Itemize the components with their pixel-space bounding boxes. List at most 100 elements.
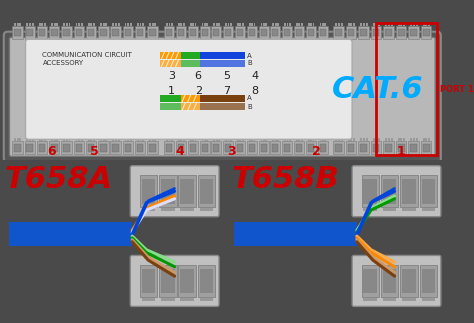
Text: 6: 6 — [47, 145, 56, 158]
Bar — [166, 23, 168, 26]
Bar — [373, 29, 380, 36]
Bar — [142, 23, 144, 26]
Bar — [207, 138, 208, 141]
Bar — [198, 265, 215, 297]
Bar — [318, 141, 328, 154]
Bar — [98, 141, 109, 154]
Bar — [247, 141, 257, 154]
Bar — [284, 23, 286, 26]
Bar — [178, 23, 180, 26]
Bar — [27, 144, 33, 151]
Bar — [9, 223, 132, 246]
Bar — [383, 141, 394, 154]
Bar — [75, 23, 77, 26]
Bar — [401, 23, 402, 26]
Bar — [263, 23, 265, 26]
Bar — [319, 138, 321, 141]
Bar — [200, 269, 213, 293]
Bar — [213, 29, 219, 36]
Bar — [63, 29, 70, 36]
Bar — [358, 141, 369, 154]
Bar — [400, 265, 418, 297]
Bar — [123, 141, 133, 154]
Bar — [273, 29, 279, 36]
Bar — [200, 103, 246, 110]
Bar — [0, 160, 447, 314]
Bar — [319, 29, 326, 36]
Bar — [376, 23, 437, 155]
Bar — [428, 138, 430, 141]
Bar — [350, 138, 352, 141]
Bar — [81, 138, 82, 141]
Bar — [421, 141, 431, 154]
Bar — [49, 141, 59, 154]
Text: T658A: T658A — [5, 165, 113, 194]
Bar — [200, 208, 213, 211]
Bar — [259, 26, 269, 39]
Bar — [365, 138, 367, 141]
Bar — [254, 138, 255, 141]
Bar — [161, 103, 181, 110]
Bar — [289, 23, 291, 26]
Bar — [115, 23, 117, 26]
Bar — [378, 138, 380, 141]
Bar — [396, 26, 406, 39]
Bar — [306, 26, 316, 39]
Bar — [296, 29, 302, 36]
Bar — [299, 23, 300, 26]
Text: COMMUNICATION CIRCUIT
ACCESSORY: COMMUNICATION CIRCUIT ACCESSORY — [43, 52, 132, 66]
Bar — [142, 298, 155, 301]
Bar — [251, 138, 253, 141]
Bar — [39, 144, 46, 151]
Bar — [408, 141, 419, 154]
Bar — [166, 144, 172, 151]
Text: B: B — [247, 104, 252, 110]
Bar — [75, 138, 77, 141]
Bar — [155, 23, 156, 26]
Bar — [188, 141, 198, 154]
Bar — [32, 23, 34, 26]
Bar — [32, 138, 34, 141]
Bar — [39, 138, 41, 141]
Bar — [110, 141, 121, 154]
Bar — [235, 26, 245, 39]
Bar — [421, 26, 431, 39]
Bar — [296, 144, 302, 151]
Bar — [428, 23, 430, 26]
Bar — [213, 144, 219, 151]
Bar — [178, 29, 184, 36]
Bar — [313, 23, 314, 26]
Bar — [149, 138, 151, 141]
Bar — [164, 26, 174, 39]
Bar — [419, 265, 437, 297]
Text: 3: 3 — [168, 71, 175, 81]
Bar — [37, 26, 47, 39]
Bar — [308, 29, 314, 36]
Bar — [201, 23, 203, 26]
Bar — [325, 23, 326, 26]
Bar — [310, 23, 312, 26]
Bar — [100, 138, 102, 141]
Bar — [155, 138, 156, 141]
Bar — [398, 23, 400, 26]
Bar — [118, 138, 119, 141]
Bar — [383, 298, 396, 301]
Bar — [171, 23, 173, 26]
Bar — [416, 138, 418, 141]
Bar — [152, 23, 154, 26]
Bar — [287, 138, 288, 141]
Bar — [125, 29, 131, 36]
Bar — [51, 23, 53, 26]
Text: 1: 1 — [397, 145, 406, 158]
Bar — [296, 138, 298, 141]
Bar — [423, 23, 425, 26]
Bar — [19, 138, 21, 141]
Bar — [149, 144, 156, 151]
Bar — [301, 138, 302, 141]
Bar — [200, 141, 210, 154]
Bar — [137, 23, 139, 26]
Bar — [152, 138, 154, 141]
Bar — [140, 175, 157, 207]
Bar — [402, 269, 416, 293]
Bar — [247, 26, 257, 39]
